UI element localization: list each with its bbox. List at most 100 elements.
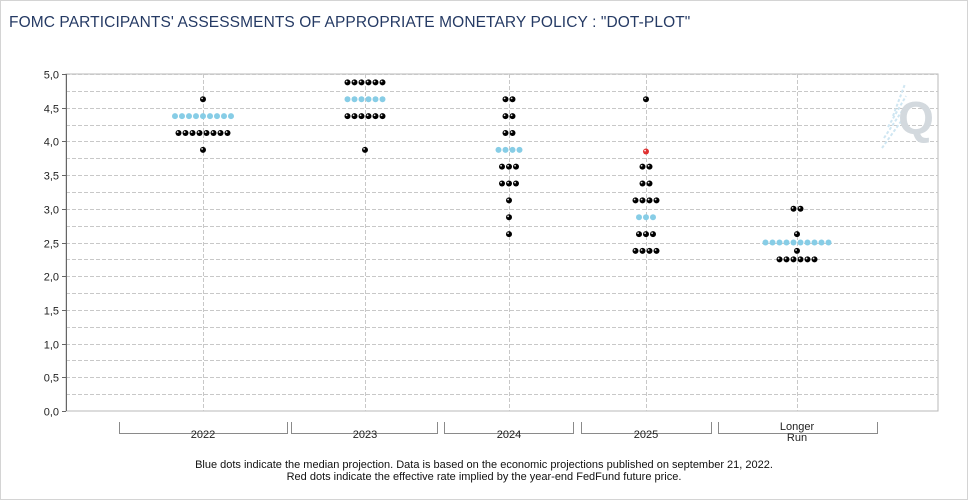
participant-dot [502, 113, 509, 120]
dot-highlight [798, 257, 801, 260]
median-dot [186, 113, 192, 120]
participant-dot [646, 247, 653, 254]
median-dot [797, 239, 804, 246]
participant-dot [217, 129, 224, 136]
dot-highlight [183, 131, 186, 133]
participant-dot [632, 247, 639, 254]
dot-highlight [507, 215, 509, 218]
participant-dot [200, 146, 206, 153]
participant-dot [379, 113, 386, 120]
y-tick-label: 0,5 [44, 373, 59, 385]
dot-highlight [503, 114, 506, 117]
logo-streak [887, 95, 907, 128]
dot-highlight [507, 232, 509, 235]
median-dot [818, 239, 825, 246]
dot-highlight [647, 249, 650, 251]
logo-streak [883, 107, 905, 139]
dot-highlight [644, 232, 646, 235]
y-tick-label: 5,0 [44, 70, 59, 82]
dot-highlight [345, 114, 348, 117]
q-logo-icon: Q [881, 83, 934, 149]
participant-dot [797, 205, 804, 212]
dot-highlight [510, 114, 513, 117]
median-dot [200, 113, 206, 120]
dot-highlight [647, 164, 650, 167]
dot-highlight [201, 97, 204, 100]
dot-highlight [640, 181, 643, 184]
x-category-bracket [291, 422, 438, 434]
dot-highlight [363, 148, 365, 150]
median-dot [762, 239, 769, 246]
participant-dot [646, 180, 653, 187]
participant-dot [639, 163, 646, 170]
dot-highlight [647, 198, 650, 201]
dot-highlight [510, 131, 513, 133]
dot-highlight [359, 114, 362, 117]
participant-dot [790, 205, 797, 212]
dot-highlight [190, 131, 193, 133]
median-dot [221, 113, 227, 120]
x-tick-label: 2022 [191, 429, 215, 441]
dot-highlight [784, 257, 787, 260]
median-dot [495, 146, 502, 153]
participant-dot [210, 129, 217, 136]
dot-highlight [791, 257, 794, 260]
participant-dot [196, 129, 203, 136]
participant-dot [499, 163, 505, 170]
median-dot [650, 214, 656, 221]
median-dot [207, 113, 213, 120]
participant-dot [362, 146, 368, 153]
x-category-bracket [581, 422, 712, 434]
dot-highlight [503, 131, 506, 133]
dot-highlight [651, 232, 653, 235]
dot-highlight [633, 249, 636, 251]
y-tick-label: 2,5 [44, 239, 59, 251]
dot-highlight [373, 114, 376, 117]
median-dot [344, 96, 351, 103]
chart-title: FOMC PARTICIPANTS' ASSESSMENTS OF APPROP… [9, 14, 691, 31]
x-category-bracket [119, 422, 288, 434]
participant-dot [513, 180, 519, 187]
participant-dot [358, 79, 365, 86]
median-dot [509, 146, 516, 153]
participant-dot [650, 231, 656, 238]
dot-highlight [380, 114, 383, 117]
median-dot [214, 113, 220, 120]
logo-letter: Q [898, 92, 934, 144]
participant-dot [794, 247, 800, 254]
participant-dot [200, 96, 206, 103]
median-dot [365, 96, 372, 103]
participant-dot [203, 129, 210, 136]
dot-highlight [507, 181, 509, 184]
median-dot [193, 113, 199, 120]
x-tick-label: 2023 [353, 429, 377, 441]
participant-dot [365, 113, 372, 120]
median-dot [790, 239, 797, 246]
dot-highlight [503, 97, 506, 100]
dot-highlight [500, 181, 502, 184]
participant-dot [182, 129, 189, 136]
participant-dot [636, 231, 642, 238]
participant-dot [639, 247, 646, 254]
median-dot [358, 96, 365, 103]
median-dot [516, 146, 523, 153]
median-dot [502, 146, 509, 153]
median-dot [783, 239, 790, 246]
participant-dot [639, 197, 646, 204]
participant-dot [506, 163, 512, 170]
x-category-bracket [718, 422, 878, 434]
participant-dot [189, 129, 196, 136]
dot-highlight [359, 80, 362, 83]
y-tick-label: 4,5 [44, 104, 59, 116]
y-tick-label: 1,5 [44, 306, 59, 318]
dot-highlight [507, 198, 509, 201]
participant-dot [646, 197, 653, 204]
participant-dot [776, 256, 783, 263]
dot-highlight [204, 131, 207, 133]
median-dot [776, 239, 783, 246]
dot-highlight [225, 131, 228, 133]
dot-highlight [201, 148, 204, 150]
y-tick-label: 0,0 [44, 407, 59, 419]
x-tick-label: Longer [780, 421, 815, 433]
